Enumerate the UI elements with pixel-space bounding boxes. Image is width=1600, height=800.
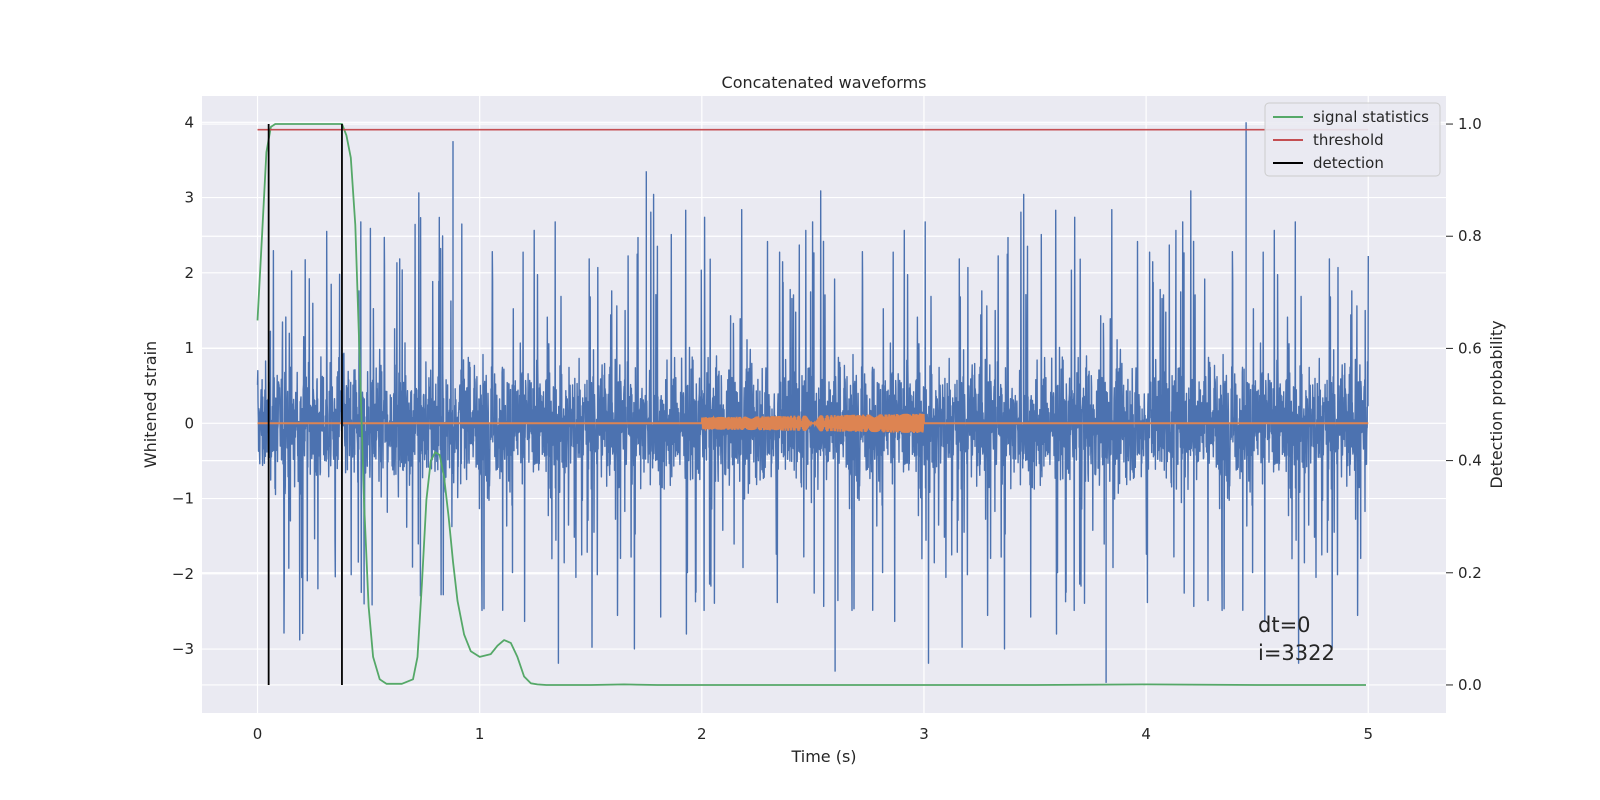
- chart-title: Concatenated waveforms: [722, 73, 927, 92]
- legend-label: signal statistics: [1313, 108, 1429, 126]
- y-tick-label: 4: [184, 113, 194, 131]
- legend-label: threshold: [1313, 131, 1384, 149]
- y-tick-label: 1: [184, 339, 194, 357]
- y-tick-label: 0: [184, 414, 194, 432]
- y-tick-label: −3: [172, 640, 194, 658]
- signal-statistics-line: [256, 123, 1366, 686]
- x-tick-label: 1: [475, 725, 485, 743]
- plot-layer: [256, 122, 1369, 686]
- y-tick-label: 3: [184, 189, 194, 207]
- tick-labels: 0 1 2 3 4 5 −3 −2 −1 0 1 2 3 4 0.0 0.2 0.4 0.6 0.8 1.0: [172, 113, 1482, 743]
- y2-tick-label: 0.2: [1458, 564, 1482, 582]
- x-tick-label: 2: [697, 725, 707, 743]
- legend: signal statistics threshold detection: [1264, 102, 1441, 177]
- x-tick-label: 0: [253, 725, 263, 743]
- y-tick-label: −1: [172, 490, 194, 508]
- y-tick-label: −2: [172, 565, 194, 583]
- y-axis-label: Whitened strain: [141, 341, 160, 468]
- x-axis-label: Time (s): [790, 747, 856, 766]
- y2-tick-label: 0.8: [1458, 227, 1482, 245]
- x-tick-label: 5: [1363, 725, 1373, 743]
- y2-tick-label: 1.0: [1458, 115, 1482, 133]
- y2-tick-label: 0.0: [1458, 676, 1482, 694]
- legend-box: [1264, 102, 1441, 177]
- x-tick-label: 3: [919, 725, 929, 743]
- y2-tick-label: 0.4: [1458, 452, 1482, 470]
- x-tick-label: 4: [1141, 725, 1151, 743]
- noise-series-line: [256, 122, 1369, 683]
- y2-axis-label: Detection probability: [1487, 320, 1506, 488]
- y2-tick-label: 0.6: [1458, 339, 1482, 357]
- waveform-series-line: [257, 413, 1369, 434]
- y-tick-label: 2: [184, 264, 194, 282]
- annotation-dt: dt=0: [1258, 613, 1311, 637]
- annotation-i: i=3322: [1258, 641, 1335, 665]
- legend-label: detection: [1313, 154, 1384, 172]
